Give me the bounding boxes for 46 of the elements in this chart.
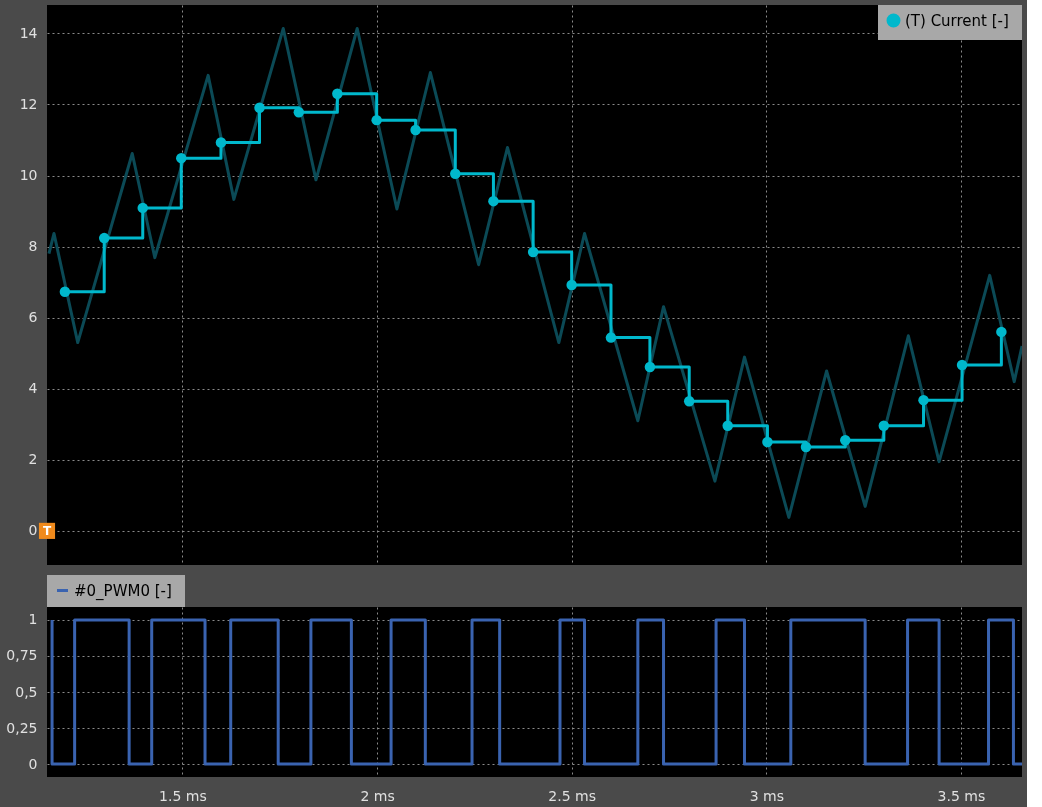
point — [332, 88, 343, 100]
y-tick-label: 0 — [28, 755, 38, 772]
point — [215, 137, 227, 148]
point — [293, 107, 305, 118]
point — [996, 326, 1007, 338]
y-tick-label: 10 — [19, 167, 38, 184]
y-tick-label: 0,25 — [6, 719, 38, 736]
point — [722, 420, 733, 431]
y-tick-label: 6 — [28, 309, 38, 326]
legend-label: #0_PWM0 [-] — [74, 581, 172, 601]
point — [683, 395, 695, 407]
y-tick-label: 0 — [28, 522, 38, 539]
legend-label: (T) Current [-] — [905, 11, 1009, 30]
point — [762, 436, 773, 448]
point — [527, 246, 539, 258]
x-tick-label: 3.5 ms — [937, 787, 986, 804]
point — [254, 102, 265, 113]
point — [450, 168, 461, 180]
x-tick-label: 3 ms — [749, 787, 784, 804]
y-tick-label: 12 — [19, 95, 38, 112]
point — [605, 332, 617, 343]
point — [918, 394, 929, 406]
y-tick-label: 4 — [28, 380, 38, 397]
point — [488, 195, 499, 207]
point — [878, 420, 890, 431]
point — [98, 232, 110, 244]
point — [566, 279, 577, 291]
x-tick-label: 2 ms — [360, 787, 395, 804]
x-tick-label: 1.5 ms — [159, 787, 207, 804]
y-tick-label: 8 — [28, 238, 38, 255]
x-tick-label: 2.5 ms — [548, 787, 596, 804]
point — [840, 435, 851, 446]
point — [371, 114, 382, 126]
point — [644, 361, 656, 373]
y-tick-label: 0,75 — [6, 647, 38, 664]
y-tick-label: 2 — [28, 451, 38, 468]
y-tick-label: 0,5 — [15, 683, 38, 700]
y-tick-label: 1 — [28, 611, 38, 628]
point — [800, 441, 812, 453]
point — [176, 152, 187, 164]
annotation: T — [42, 523, 52, 538]
point — [410, 124, 421, 136]
point — [137, 202, 148, 214]
point — [956, 359, 968, 371]
point — [59, 286, 71, 297]
y-tick-label: 14 — [19, 24, 38, 41]
